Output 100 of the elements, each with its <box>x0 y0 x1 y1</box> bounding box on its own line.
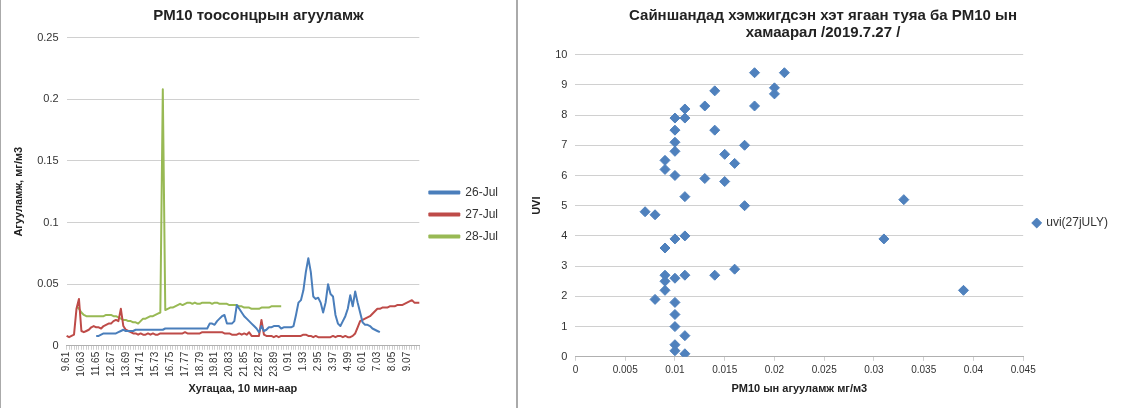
point <box>649 293 661 305</box>
x-tick-label: 7.03 <box>370 351 382 372</box>
point <box>669 233 681 245</box>
legend-label: uvi(27jULY) <box>1046 215 1109 230</box>
point <box>719 176 731 188</box>
point <box>778 67 790 79</box>
x-tick-label: 11.65 <box>89 351 101 377</box>
x-tick-label: 21.85 <box>237 351 249 377</box>
x-tick-label: 0.045 <box>1010 363 1037 375</box>
x-tick-label: 13.69 <box>119 351 131 377</box>
point <box>749 100 761 112</box>
point <box>719 148 731 160</box>
point <box>679 230 691 242</box>
y-axis-title: UVI <box>529 196 542 215</box>
point <box>669 112 681 124</box>
point <box>739 200 751 212</box>
point <box>679 269 691 281</box>
y-tick-label: 6 <box>561 168 568 181</box>
x-tick-label: 19.81 <box>207 351 219 377</box>
x-tick-label: 12.67 <box>104 351 116 377</box>
x-tick-label: 14.71 <box>133 351 145 377</box>
x-tick-label: 6.01 <box>355 351 367 372</box>
point <box>669 296 681 308</box>
point <box>729 157 741 169</box>
y-tick-label: 4 <box>561 228 568 241</box>
y-tick-label: 0.2 <box>42 92 59 105</box>
point <box>729 263 741 275</box>
y-tick-label: 7 <box>561 138 568 151</box>
x-tick-label: 9.61 <box>59 351 71 372</box>
legend-label: 27-Jul <box>464 206 498 221</box>
x-tick-label: 0.04 <box>963 363 984 375</box>
point <box>709 85 721 97</box>
y-tick-label: 8 <box>561 108 568 121</box>
point <box>639 206 651 218</box>
point <box>739 139 751 151</box>
x-axis-title: PM10 ын агууламж мг/м3 <box>731 382 868 395</box>
x-tick-label: 3.97 <box>326 351 338 372</box>
x-tick-label: 20.83 <box>222 351 234 377</box>
point <box>659 242 671 254</box>
x-tick-label: 0.005 <box>612 363 639 375</box>
point <box>669 136 681 148</box>
y-axis-title: Агууламж, мг/м3 <box>11 146 24 237</box>
x-tick-label: 22.87 <box>252 351 264 377</box>
x-tick-label: 15.73 <box>148 351 160 377</box>
x-tick-label: 0 <box>572 363 579 375</box>
point <box>669 145 681 157</box>
point <box>679 191 691 203</box>
point <box>669 308 681 320</box>
point <box>669 321 681 333</box>
y-tick-label: 9 <box>561 77 568 90</box>
point <box>709 269 721 281</box>
x-tick-label: 9.07 <box>400 351 412 372</box>
y-tick-label: 1 <box>561 319 568 332</box>
y-tick-label: 3 <box>561 259 568 272</box>
y-tick-label: 5 <box>561 198 568 211</box>
x-tick-label: 0.02 <box>764 363 785 375</box>
point <box>669 272 681 284</box>
chart-title: PM10 тоосонцрын агууламж <box>153 5 364 23</box>
x-tick-label: 0.035 <box>911 363 937 375</box>
x-tick-label: 8.05 <box>385 351 397 372</box>
x-tick-label: 2.95 <box>311 351 323 372</box>
point <box>649 209 661 221</box>
point <box>679 330 691 342</box>
point <box>699 100 711 112</box>
y-tick-label: 0.15 <box>36 153 59 166</box>
x-tick-label: 0.91 <box>281 351 293 372</box>
x-tick-label: 16.75 <box>163 351 175 377</box>
y-tick-label: 0.05 <box>36 277 59 290</box>
x-tick-label: 0.03 <box>864 363 885 375</box>
point <box>659 163 671 175</box>
point <box>958 284 969 296</box>
point <box>669 124 681 136</box>
y-tick-label: 0.1 <box>42 215 59 228</box>
point <box>878 233 890 245</box>
point <box>709 124 721 136</box>
point <box>659 284 671 296</box>
x-tick-label: 0.01 <box>665 363 686 375</box>
point <box>699 173 711 184</box>
y-tick-label: 10 <box>555 47 568 60</box>
point <box>679 348 691 357</box>
x-axis-title: Хугацаа, 10 мин-аар <box>188 382 298 395</box>
y-tick-label: 0.25 <box>36 30 59 43</box>
point <box>679 103 691 115</box>
x-tick-label: 1.93 <box>296 351 308 372</box>
x-tick-label: 10.63 <box>74 351 86 377</box>
x-tick-label: 0.015 <box>712 363 738 375</box>
y-tick-label: 2 <box>561 289 568 302</box>
chart-title: Сайншандад хэмжигдсэн хэт ягаан туяа ба PM10 ын хамаарал /2019.7.27 / <box>628 5 1018 40</box>
legend-label: 26-Jul <box>464 184 498 199</box>
x-tick-label: 23.89 <box>267 351 279 377</box>
point <box>659 154 671 166</box>
point <box>898 194 910 206</box>
legend-label: 28-Jul <box>464 228 498 243</box>
point <box>679 112 691 124</box>
x-tick-label: 4.99 <box>341 351 353 372</box>
point <box>749 67 761 79</box>
x-tick-label: 0.025 <box>811 363 838 375</box>
x-tick-label: 18.79 <box>193 351 205 377</box>
y-tick-label: 0 <box>51 338 59 351</box>
point <box>669 169 681 181</box>
